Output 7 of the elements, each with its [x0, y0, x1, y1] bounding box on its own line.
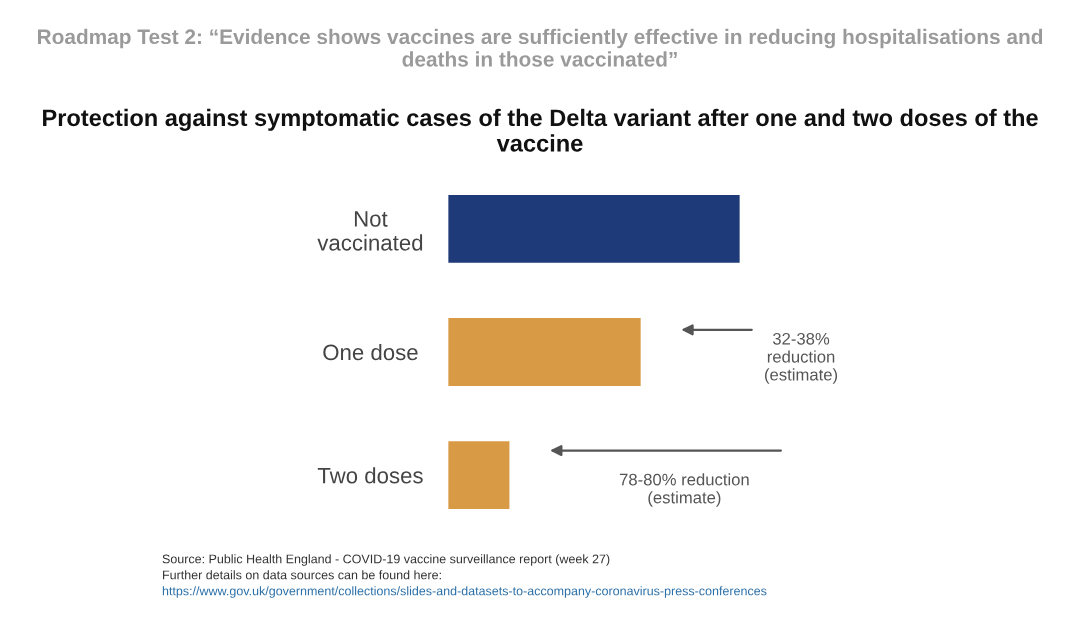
text: 32-38% reduction (estimate) — [765, 332, 838, 384]
chart-title: Protection against symptomatic cases of the Delta variant after one and two doses of the vaccine — [43, 108, 1038, 152]
y-tick-label: Not vaccinated — [317, 211, 423, 251]
annotation: 78-80% reduction (estimate) — [619, 473, 749, 507]
chart-subtitle: Roadmap Test 2: “Evidence shows vaccines are sufficiently effective in reducing hospitalisations and deaths in those vaccinated” — [38, 28, 1043, 67]
y-tick-label: One dose — [323, 343, 418, 361]
y-tick-label: Two doses — [317, 467, 423, 484]
